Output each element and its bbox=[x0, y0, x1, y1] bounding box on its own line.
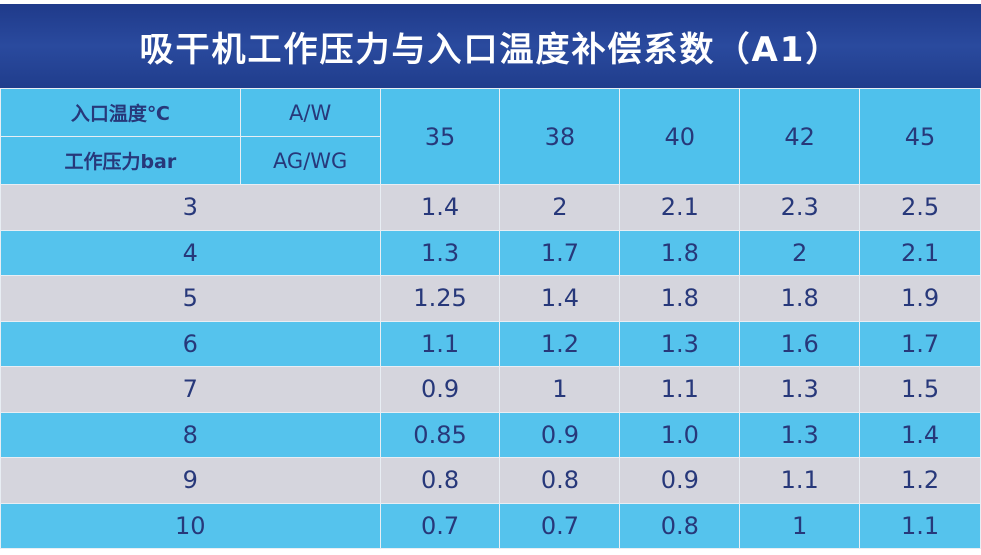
inlet-temp-label: 入口温度℃ bbox=[0, 88, 241, 137]
coefficient-cell: 2.1 bbox=[619, 184, 741, 231]
pressure-label: 工作压力bar bbox=[0, 136, 241, 185]
coefficient-cell: 2.3 bbox=[739, 184, 861, 231]
coefficient-cell: 1.1 bbox=[859, 502, 981, 549]
coefficient-cell: 1.4 bbox=[499, 275, 621, 322]
pressure-cell: 9 bbox=[0, 457, 381, 504]
temp-header: 42 bbox=[739, 88, 861, 185]
coefficient-cell: 0.8 bbox=[619, 502, 741, 549]
type-aw-label: A/W bbox=[239, 88, 381, 137]
coefficient-cell: 1.5 bbox=[859, 366, 981, 413]
header-row-pressure: 工作压力bar AG/WG bbox=[0, 136, 981, 185]
coefficient-cell: 0.9 bbox=[619, 457, 741, 504]
header-row-temperature: 入口温度℃ A/W 35 38 40 42 45 bbox=[0, 88, 981, 185]
coefficient-cell: 1.8 bbox=[619, 275, 741, 322]
coefficient-cell: 2 bbox=[499, 184, 621, 231]
temp-header: 45 bbox=[859, 88, 981, 185]
table-row: 7 0.9 1 1.1 1.3 1.5 bbox=[0, 366, 981, 413]
temp-header: 40 bbox=[619, 88, 741, 185]
coefficient-cell: 1.4 bbox=[859, 411, 981, 458]
coefficient-cell: 0.9 bbox=[379, 366, 501, 413]
page-title: 吸干机工作压力与入口温度补偿系数（A1） bbox=[0, 4, 981, 88]
coefficient-cell: 1.2 bbox=[499, 320, 621, 367]
coefficient-cell: 0.85 bbox=[379, 411, 501, 458]
coefficient-cell: 1.7 bbox=[859, 320, 981, 367]
pressure-cell: 6 bbox=[0, 320, 381, 367]
pressure-cell: 10 bbox=[0, 502, 381, 549]
pressure-cell: 3 bbox=[0, 184, 381, 231]
coefficient-cell: 2.5 bbox=[859, 184, 981, 231]
coefficient-cell: 1 bbox=[499, 366, 621, 413]
table-row: 8 0.85 0.9 1.0 1.3 1.4 bbox=[0, 411, 981, 458]
coefficient-cell: 1.0 bbox=[619, 411, 741, 458]
table-row: 9 0.8 0.8 0.9 1.1 1.2 bbox=[0, 457, 981, 504]
type-agwg-label: AG/WG bbox=[239, 136, 381, 185]
coefficient-cell: 1.8 bbox=[739, 275, 861, 322]
coefficient-cell: 1.1 bbox=[379, 320, 501, 367]
coefficient-cell: 1.9 bbox=[859, 275, 981, 322]
coefficient-cell: 1.6 bbox=[739, 320, 861, 367]
coefficient-cell: 0.9 bbox=[499, 411, 621, 458]
coefficient-cell: 2.1 bbox=[859, 229, 981, 276]
table-row: 3 1.4 2 2.1 2.3 2.5 bbox=[0, 184, 981, 231]
coefficient-cell: 1.3 bbox=[739, 366, 861, 413]
coefficient-cell: 1.3 bbox=[379, 229, 501, 276]
coefficient-cell: 1.25 bbox=[379, 275, 501, 322]
coefficient-cell: 0.8 bbox=[499, 457, 621, 504]
coefficient-cell: 1.1 bbox=[619, 366, 741, 413]
pressure-cell: 4 bbox=[0, 229, 381, 276]
table-row: 10 0.7 0.7 0.8 1 1.1 bbox=[0, 502, 981, 549]
pressure-cell: 5 bbox=[0, 275, 381, 322]
coefficient-cell: 1.3 bbox=[739, 411, 861, 458]
temp-header: 38 bbox=[499, 88, 621, 185]
table-row: 6 1.1 1.2 1.3 1.6 1.7 bbox=[0, 320, 981, 367]
pressure-cell: 7 bbox=[0, 366, 381, 413]
coefficient-cell: 1 bbox=[739, 502, 861, 549]
coefficient-cell: 0.8 bbox=[379, 457, 501, 504]
coefficient-cell: 0.7 bbox=[379, 502, 501, 549]
temp-header: 35 bbox=[379, 88, 501, 185]
compensation-table: 入口温度℃ A/W 35 38 40 42 45 工作压力bar AG/WG 3… bbox=[0, 88, 981, 549]
coefficient-cell: 1.3 bbox=[619, 320, 741, 367]
pressure-cell: 8 bbox=[0, 411, 381, 458]
table-row: 5 1.25 1.4 1.8 1.8 1.9 bbox=[0, 275, 981, 322]
coefficient-cell: 0.7 bbox=[499, 502, 621, 549]
coefficient-cell: 2 bbox=[739, 229, 861, 276]
table-row: 4 1.3 1.7 1.8 2 2.1 bbox=[0, 229, 981, 276]
coefficient-cell: 1.2 bbox=[859, 457, 981, 504]
coefficient-cell: 1.7 bbox=[499, 229, 621, 276]
coefficient-cell: 1.8 bbox=[619, 229, 741, 276]
coefficient-cell: 1.4 bbox=[379, 184, 501, 231]
coefficient-cell: 1.1 bbox=[739, 457, 861, 504]
